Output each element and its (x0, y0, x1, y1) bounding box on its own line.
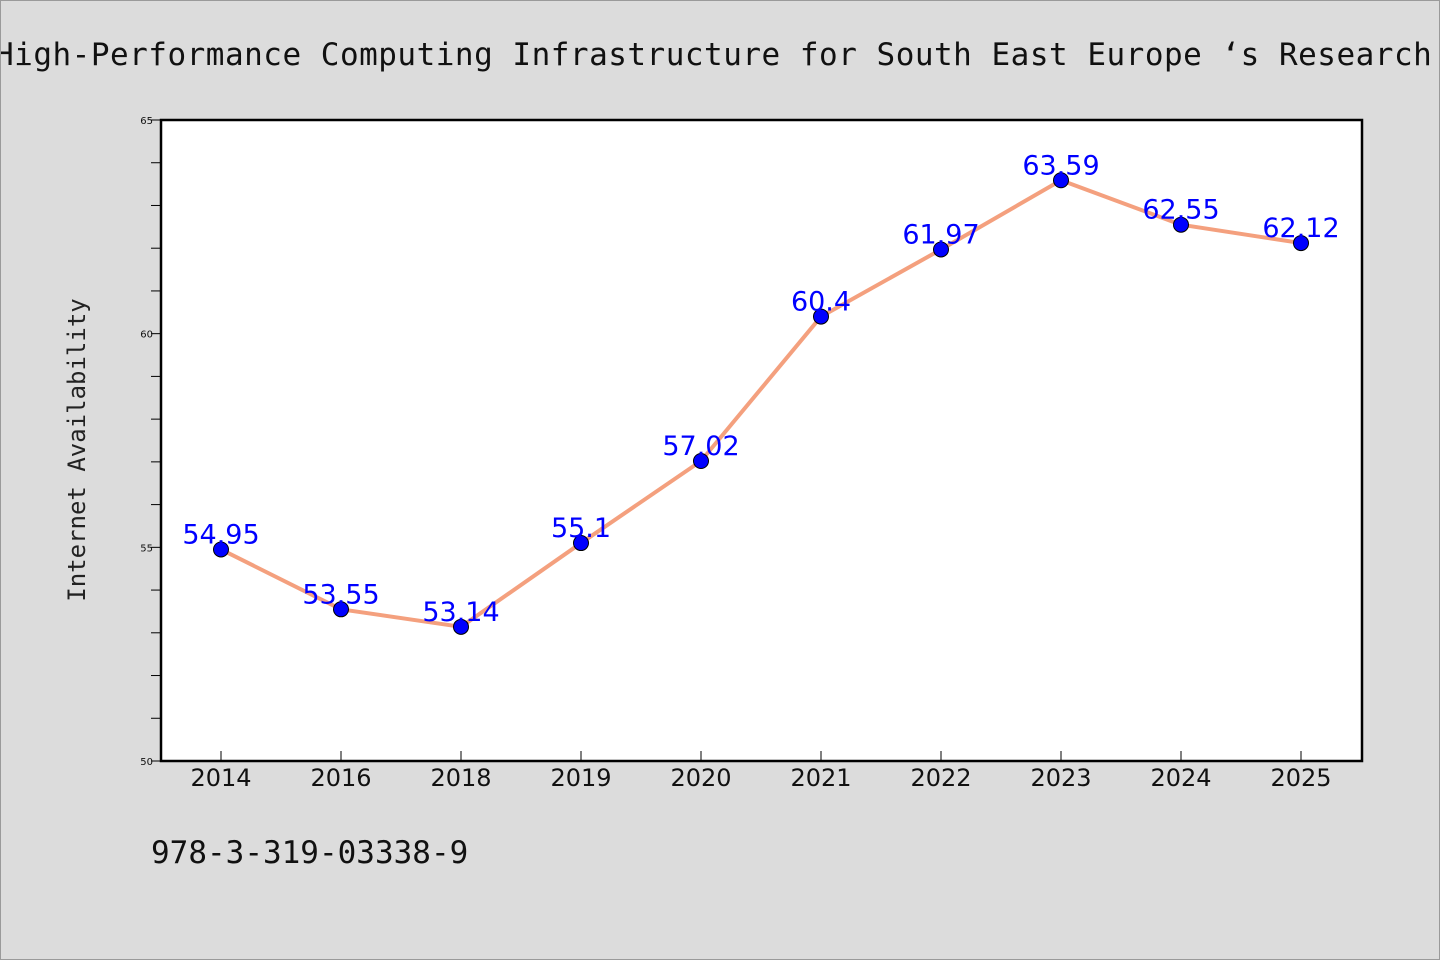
data-value-label: 54.95 (182, 519, 259, 550)
data-point-marker (213, 541, 229, 558)
x-tick-label: 2016 (310, 764, 371, 792)
x-tick-label: 2022 (910, 764, 971, 792)
data-point-marker (933, 241, 949, 258)
data-point-marker (453, 618, 469, 635)
x-tick-label: 2019 (550, 764, 611, 792)
y-tick-label: 50 (140, 757, 153, 768)
data-value-label: 62.12 (1262, 213, 1339, 244)
data-value-label: 53.14 (422, 597, 499, 628)
data-value-label: 63.59 (1022, 150, 1099, 181)
x-tick-label: 2021 (790, 764, 851, 792)
isbn-text: 978-3-319-03338-9 (151, 835, 469, 871)
data-value-label: 55.1 (551, 513, 611, 544)
plot-area (159, 118, 1364, 763)
data-value-label: 62.55 (1142, 195, 1219, 226)
series-line (219, 178, 1303, 629)
data-labels-group: 54.95 53.55 53.14 55.1 57.02 60.4 61.97 63.59 62… (182, 150, 1339, 628)
y-tick-label: 65 (140, 116, 153, 127)
data-value-label: 61.97 (902, 219, 979, 250)
data-point-marker (1053, 172, 1069, 189)
data-value-label: 57.02 (662, 431, 739, 462)
chart-title: High-Performance Computing Infrastructur… (0, 37, 1439, 73)
data-point-marker (1173, 216, 1189, 233)
data-value-label: 53.55 (302, 579, 379, 610)
x-tick-label: 2014 (190, 764, 251, 792)
y-tick-label: 55 (140, 543, 153, 554)
data-point-marker (693, 453, 709, 470)
data-point-marker (1293, 235, 1309, 252)
y-axis-ticks: 50 55 60 65 (140, 116, 161, 768)
markers-group (213, 172, 1309, 635)
x-tick-label: 2018 (430, 764, 491, 792)
x-tick-label: 2024 (1150, 764, 1211, 792)
data-point-marker (333, 601, 349, 618)
data-value-label: 60.4 (791, 287, 851, 318)
x-tick-label: 2023 (1030, 764, 1091, 792)
y-tick-label: 60 (140, 330, 153, 341)
y-axis-title: Internet Availability (63, 298, 91, 601)
x-axis-ticks: 2014 2016 2018 2019 2020 2021 2022 2023 2024 2025 (190, 751, 1332, 792)
x-tick-label: 2025 (1270, 764, 1331, 792)
data-point-marker (813, 308, 829, 325)
data-point-marker (573, 535, 589, 552)
series-line-group (219, 178, 1303, 629)
x-tick-label: 2020 (670, 764, 731, 792)
